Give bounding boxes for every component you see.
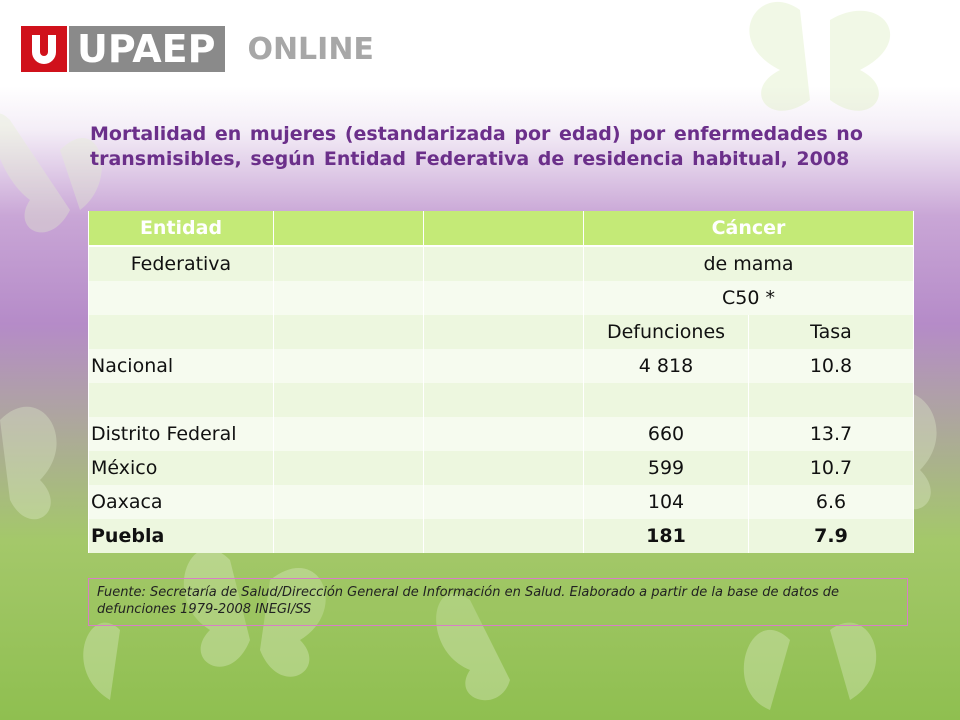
- row-entidad: México: [88, 451, 274, 485]
- table-subheader-row: Federativa de mama: [88, 246, 914, 281]
- logo-brand-text: UPAEP: [69, 26, 226, 72]
- row-defunciones: 599: [583, 451, 749, 485]
- header-entidad: Entidad: [88, 211, 274, 247]
- row-defunciones: 660: [583, 417, 749, 451]
- upaep-u-icon: [21, 26, 67, 72]
- table-row: Oaxaca 104 6.6: [88, 485, 914, 519]
- row-tasa: 7.9: [748, 519, 914, 553]
- row-defunciones: 181: [583, 519, 749, 553]
- column-defunciones: Defunciones: [583, 315, 749, 349]
- table-subheader-row: Defunciones Tasa: [88, 315, 914, 349]
- mortality-table: Entidad Cáncer Federativa de mama C50 * …: [88, 211, 914, 553]
- source-note: Fuente: Secretaría de Salud/Dirección Ge…: [88, 578, 908, 626]
- table-row: México 599 10.7: [88, 451, 914, 485]
- table-spacer-row: [88, 383, 914, 417]
- row-entidad: Puebla: [88, 519, 274, 553]
- row-entidad: Nacional: [88, 349, 274, 383]
- row-tasa: 10.8: [748, 349, 914, 383]
- slide-title: Mortalidad en mujeres (estandarizada por…: [90, 123, 863, 170]
- table-header-row: Entidad Cáncer: [88, 211, 914, 247]
- row-entidad: Distrito Federal: [88, 417, 274, 451]
- subheader-de-mama: de mama: [583, 246, 914, 281]
- u-mark-icon: [32, 35, 56, 64]
- row-entidad: Oaxaca: [88, 485, 274, 519]
- table-row: Nacional 4 818 10.8: [88, 349, 914, 383]
- row-defunciones: 104: [583, 485, 749, 519]
- column-tasa: Tasa: [748, 315, 914, 349]
- table-subheader-row: C50 *: [88, 281, 914, 315]
- logo-online-text: ONLINE: [247, 31, 374, 67]
- table-row-highlight: Puebla 181 7.9: [88, 519, 914, 553]
- row-tasa: 13.7: [748, 417, 914, 451]
- subheader-federativa: Federativa: [88, 246, 274, 281]
- table-row: Distrito Federal 660 13.7: [88, 417, 914, 451]
- row-tasa: 10.7: [748, 451, 914, 485]
- subheader-code: C50 *: [583, 281, 914, 315]
- row-defunciones: 4 818: [583, 349, 749, 383]
- header-cancer: Cáncer: [583, 211, 914, 247]
- row-tasa: 6.6: [748, 485, 914, 519]
- upaep-online-logo: UPAEP ONLINE: [21, 26, 374, 72]
